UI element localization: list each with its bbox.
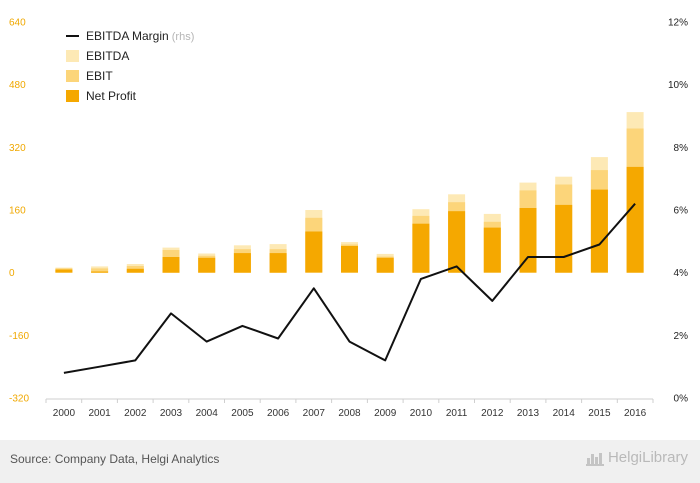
- bar-net-profit-2015: [590, 189, 608, 273]
- bar-net-profit-2000: [55, 269, 73, 273]
- bars-layer: [55, 112, 644, 273]
- bar-net-profit-2008: [341, 246, 358, 273]
- right-axis-tick-label: 4%: [674, 268, 689, 279]
- bar-net-profit-2016: [626, 166, 644, 273]
- bar-net-profit-2005: [233, 253, 251, 273]
- legend-swatch-net-profit: [66, 90, 79, 102]
- x-tick-label: 2004: [196, 408, 219, 419]
- left-axis-tick-label: -160: [9, 331, 29, 342]
- x-tick-label: 2012: [481, 408, 504, 419]
- logo-text: HelgiLibrary: [607, 449, 688, 466]
- source-note: Source: Company Data, Helgi Analytics: [10, 452, 220, 466]
- legend-swatch-ebitda: [66, 50, 79, 62]
- footer: Source: Company Data, Helgi Analytics He…: [0, 440, 700, 483]
- right-axis-tick-label: 10%: [668, 80, 688, 91]
- x-tick-label: 2000: [53, 408, 76, 419]
- bar-ebit-2001: [91, 268, 109, 273]
- right-axis-tick-label: 12%: [668, 18, 688, 29]
- bar-net-profit-2004: [198, 257, 216, 273]
- x-tick-label: 2003: [160, 408, 183, 419]
- left-axis-tick-label: 160: [9, 206, 26, 217]
- legend-label-ebit: EBIT: [86, 69, 113, 83]
- bar-net-profit-2007: [305, 231, 323, 273]
- x-tick-label: 2011: [446, 408, 468, 419]
- line-layer: [63, 203, 636, 374]
- bar-net-profit-2009: [376, 257, 394, 273]
- legend-note: (rhs): [169, 31, 195, 43]
- x-tick-label: 2007: [303, 408, 326, 419]
- helgi-library-logo: HelgiLibrary: [585, 449, 688, 466]
- legend-swatch-ebit: [66, 70, 79, 82]
- right-axis-tick-label: 8%: [674, 143, 689, 154]
- x-tick-label: 2006: [267, 408, 290, 419]
- library-logo-icon: [585, 450, 604, 466]
- x-tick-label: 2009: [374, 408, 397, 419]
- bar-net-profit-2003: [162, 257, 180, 273]
- right-axis-tick-label: 2%: [674, 331, 689, 342]
- bar-net-profit-2001: [91, 271, 109, 273]
- right-axis-tick-label: 6%: [674, 206, 689, 217]
- x-tick-label: 2014: [553, 408, 576, 419]
- bar-net-profit-2012: [483, 227, 501, 273]
- legend-label-ebitda-margin: EBITDA Margin (rhs): [86, 29, 194, 43]
- x-tick-label: 2013: [517, 408, 540, 419]
- series-line-ebitda-margin: [63, 203, 636, 374]
- bar-net-profit-2002: [126, 268, 144, 273]
- legend: EBITDA Margin (rhs) EBITDA EBIT Net Profit: [66, 29, 194, 103]
- chart: 2000 2001 2002 2003 2004 2005 2006 2007 2008 2009…: [9, 18, 688, 420]
- x-tick-label: 2015: [588, 408, 611, 419]
- bar-net-profit-2006: [269, 253, 287, 273]
- bar-net-profit-2014: [555, 204, 573, 273]
- bar-net-profit-2011: [448, 211, 466, 273]
- left-axis-tick-label: 320: [9, 143, 26, 154]
- x-tick-label: 2002: [124, 408, 147, 419]
- legend-label-ebitda: EBITDA: [86, 49, 129, 63]
- left-axis-tick-label: 0: [9, 268, 15, 279]
- x-tick-label: 2005: [231, 408, 254, 419]
- x-tick-label: 2010: [410, 408, 433, 419]
- bar-net-profit-2010: [412, 223, 430, 273]
- x-tick-label: 2008: [338, 408, 361, 419]
- left-axis-tick-label: 640: [9, 18, 26, 29]
- left-axis-tick-label: -320: [9, 394, 29, 405]
- x-tick-label: 2001: [88, 408, 111, 419]
- x-tick-label: 2016: [624, 408, 647, 419]
- legend-label-net-profit: Net Profit: [86, 89, 137, 103]
- axes-layer: 2000 2001 2002 2003 2004 2005 2006 2007 2008 2009…: [9, 18, 688, 420]
- right-axis-tick-label: 0%: [674, 394, 689, 405]
- left-axis-tick-label: 480: [9, 80, 26, 91]
